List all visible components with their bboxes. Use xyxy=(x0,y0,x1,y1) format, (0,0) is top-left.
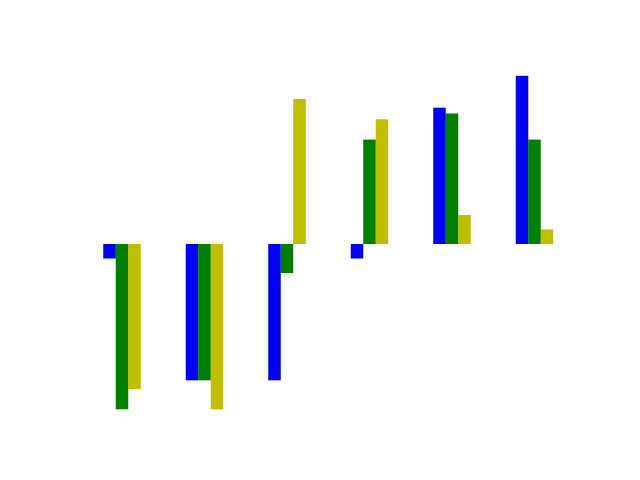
bar-series-1-category-6 xyxy=(515,75,529,244)
bar-series-2-category-1 xyxy=(115,244,129,410)
bar-series-3-category-3 xyxy=(293,99,306,244)
bar-series-1-category-5 xyxy=(433,107,446,244)
bar-series-1-category-1 xyxy=(103,244,116,259)
bar-series-3-category-5 xyxy=(458,215,471,244)
bar-series-1-category-4 xyxy=(350,244,364,259)
bar-series-1-category-3 xyxy=(268,244,281,381)
bars-layer xyxy=(103,75,554,410)
bar-series-2-category-4 xyxy=(363,139,376,244)
bar-series-3-category-2 xyxy=(210,244,224,410)
bar-series-2-category-5 xyxy=(445,113,459,244)
bar-series-3-category-4 xyxy=(375,119,389,244)
bar-series-2-category-2 xyxy=(198,244,211,381)
bar-series-1-category-2 xyxy=(185,244,199,381)
bar-series-2-category-3 xyxy=(280,244,294,273)
bar-series-3-category-6 xyxy=(540,229,554,244)
bar-series-3-category-1 xyxy=(128,244,141,389)
bar-series-2-category-6 xyxy=(528,139,541,244)
